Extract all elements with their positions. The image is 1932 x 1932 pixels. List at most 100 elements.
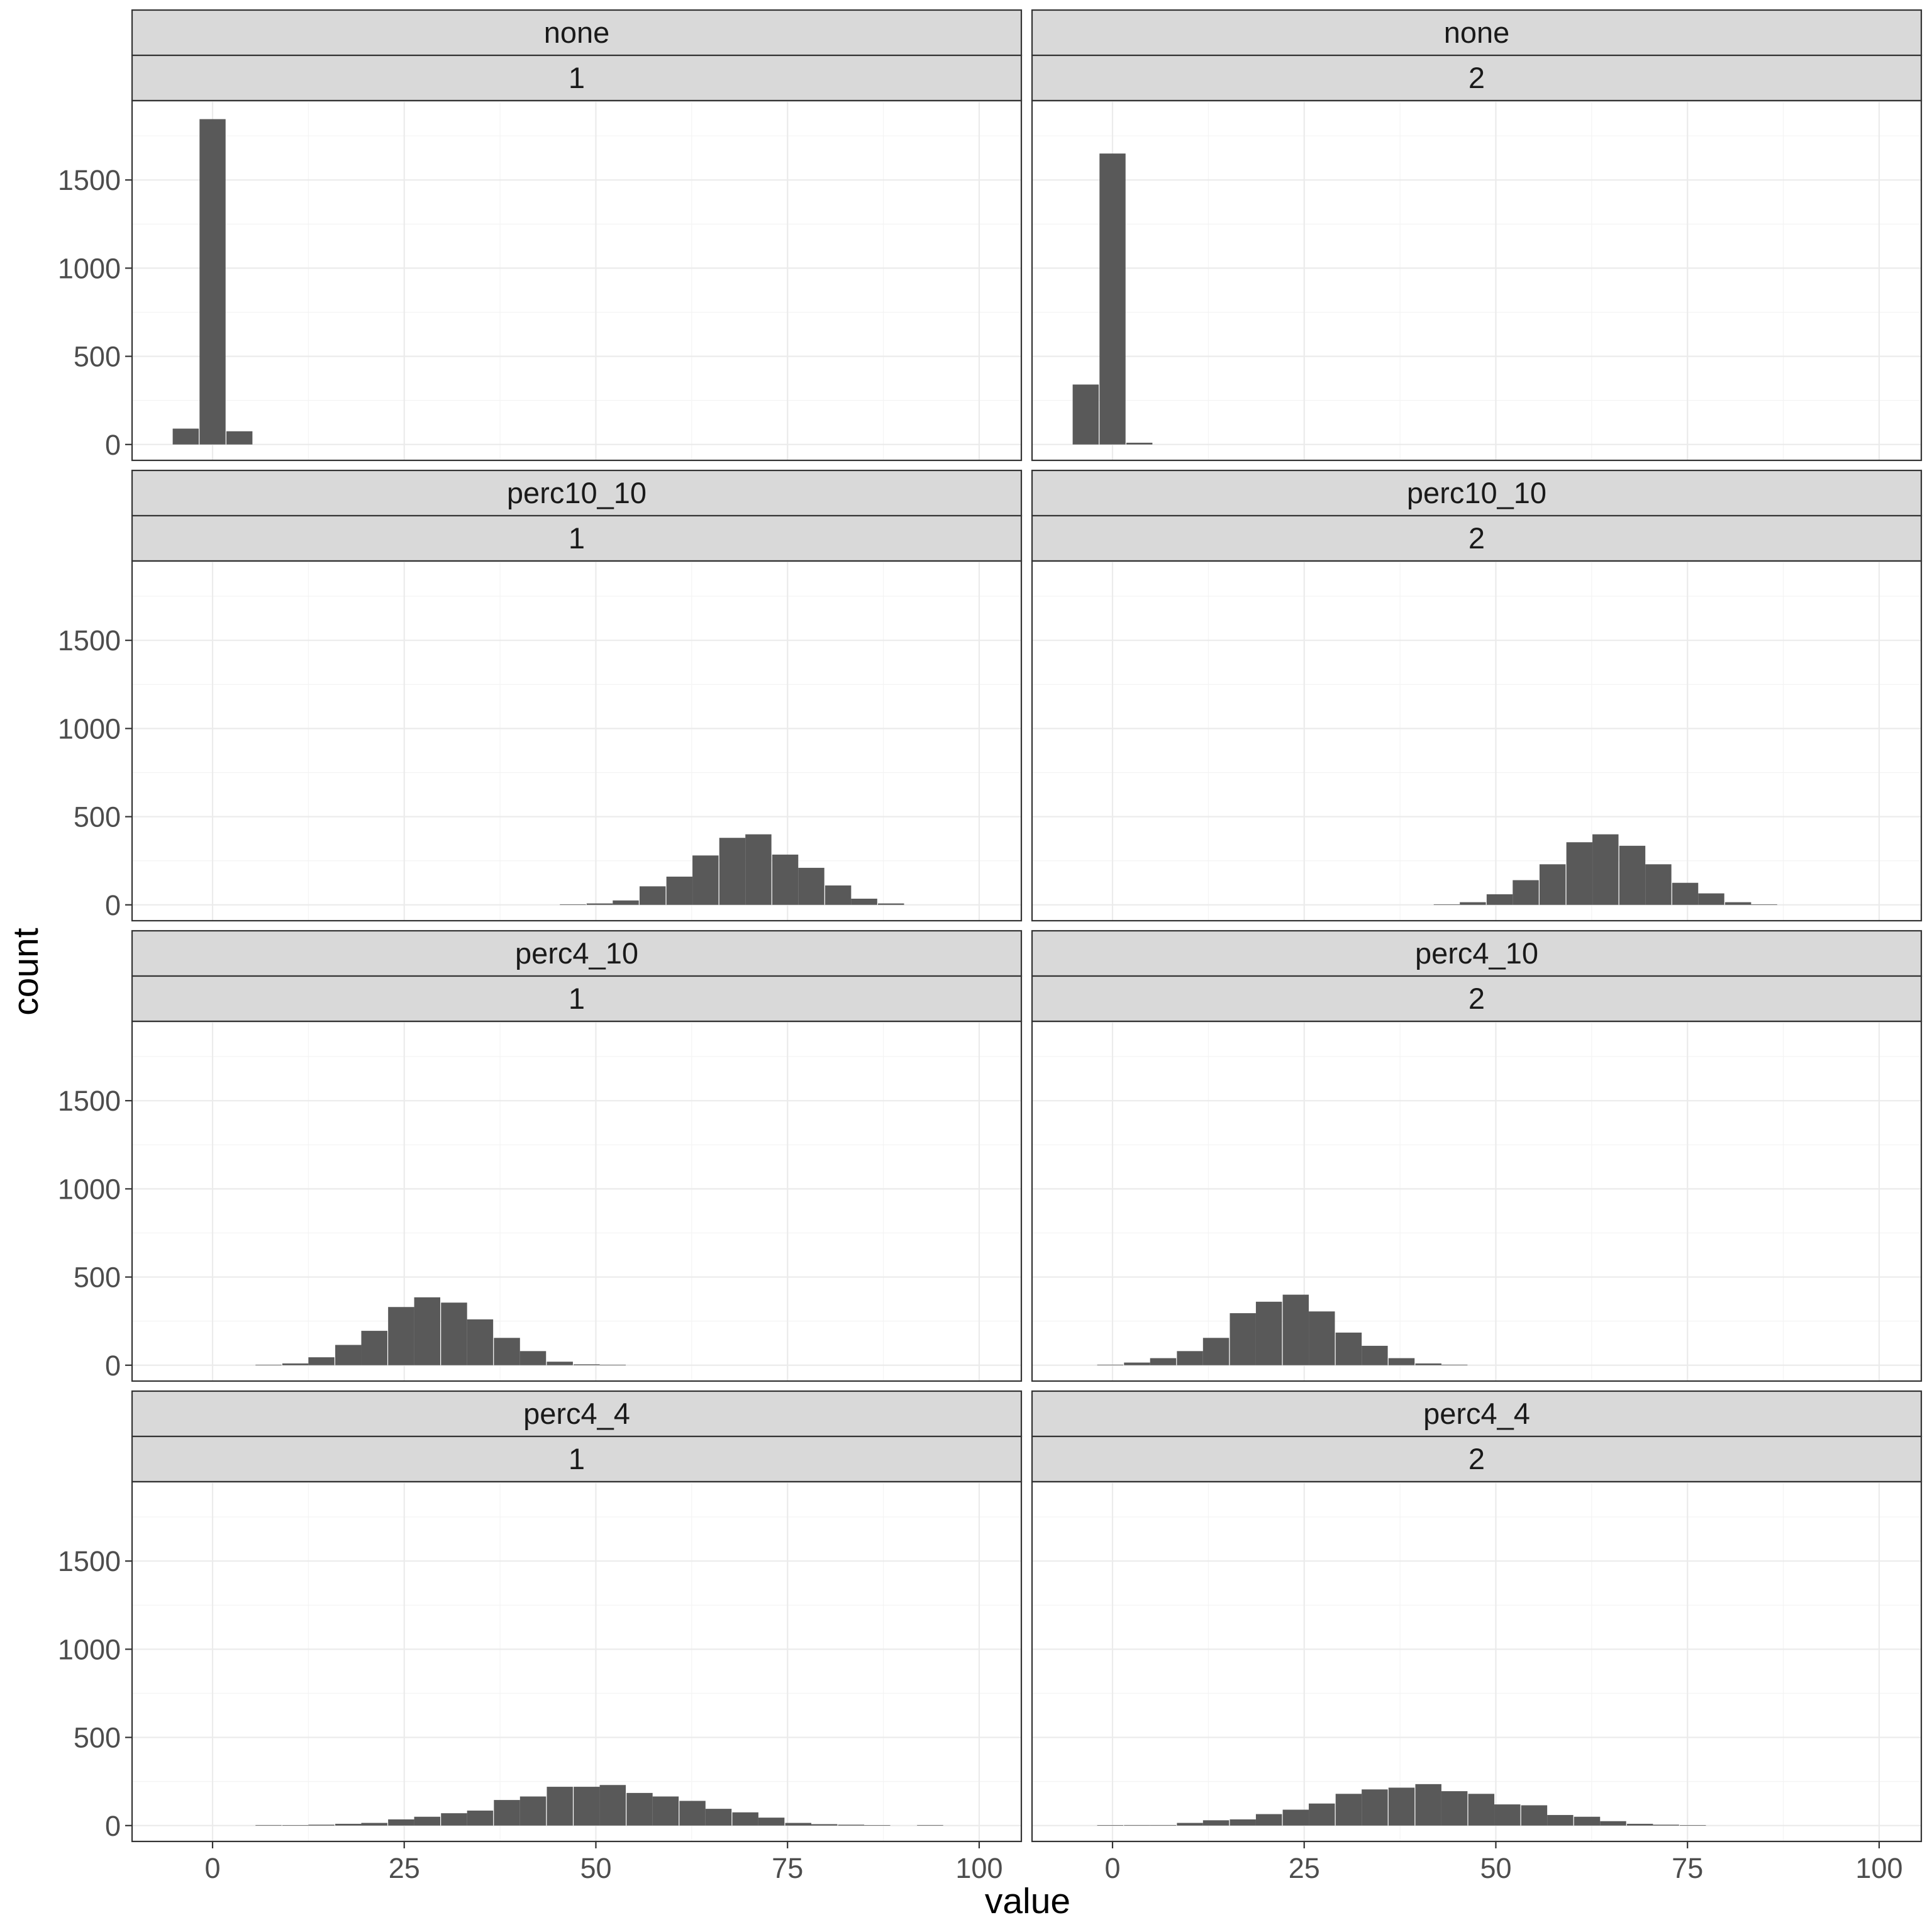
histogram-bar <box>1124 1362 1150 1365</box>
histogram-bar <box>1362 1789 1388 1826</box>
y-tick-label: 500 <box>74 341 121 373</box>
facet-strip-top-label: perc4_4 <box>523 1397 630 1430</box>
histogram-bar <box>679 1801 706 1826</box>
x-tick-label: 25 <box>389 1852 420 1884</box>
histogram-bar <box>1202 1338 1230 1365</box>
histogram-bar <box>388 1819 414 1826</box>
panel-border <box>131 1480 1023 1843</box>
y-tick-label: 500 <box>74 1262 121 1294</box>
x-tick-label: 0 <box>204 1852 220 1884</box>
x-tick-label: 50 <box>1480 1852 1511 1884</box>
histogram-bar <box>1724 902 1752 905</box>
histogram-bar <box>574 1787 600 1826</box>
facet-strip-bottom <box>131 1435 1023 1483</box>
histogram-bar <box>1388 1787 1415 1826</box>
y-tick-label: 1000 <box>58 252 121 284</box>
facet-panel: perc4_10 2 <box>1031 930 1923 1382</box>
y-tick-label: 500 <box>74 1722 121 1754</box>
histogram-bar <box>308 1824 335 1826</box>
histogram-bar <box>851 898 877 905</box>
histogram-bar <box>1150 1358 1177 1365</box>
histogram-bar <box>1486 894 1513 905</box>
histogram-bar <box>335 1345 362 1365</box>
histogram-bar <box>1672 882 1699 905</box>
panels-layer: none1none2perc10_101perc10_102perc4_101p… <box>131 9 1923 1843</box>
facet-strip-bottom <box>131 514 1023 562</box>
histogram-bar <box>1566 842 1593 905</box>
histogram-bar <box>1097 1825 1124 1826</box>
histogram-bar <box>1388 1358 1415 1365</box>
histogram-bar <box>1521 1805 1548 1826</box>
histogram-bar <box>1441 1791 1468 1826</box>
histogram-bar <box>1126 442 1153 445</box>
histogram-bar <box>824 885 852 905</box>
histogram-bar <box>1600 1821 1626 1826</box>
histogram-bar <box>1282 1809 1309 1826</box>
facet-strip-top <box>131 9 1023 57</box>
histogram-bar <box>1309 1803 1335 1826</box>
x-axis-title: value <box>985 1881 1070 1921</box>
histogram-bar <box>494 1800 520 1826</box>
histogram-bar <box>1547 1814 1574 1826</box>
y-tick-label: 1000 <box>58 1173 121 1205</box>
histogram-bar <box>414 1297 441 1365</box>
facet-strip-bottom <box>131 54 1023 102</box>
histogram-bar <box>547 1787 573 1826</box>
histogram-bar <box>1415 1784 1441 1826</box>
panel-border <box>1031 1480 1923 1843</box>
histogram-bar <box>878 903 904 905</box>
histogram-bar <box>1698 893 1724 905</box>
histogram-bar <box>613 900 639 905</box>
histogram-bar <box>441 1302 467 1365</box>
histogram-bar <box>388 1307 414 1365</box>
facet-strip-bottom-label: 1 <box>569 1442 585 1475</box>
y-tick-label: 1500 <box>58 1545 121 1577</box>
facet-strip-top-label: none <box>1444 16 1510 49</box>
y-tick-label: 1000 <box>58 713 121 745</box>
histogram-bar <box>599 1785 626 1826</box>
panel-border <box>1031 99 1923 462</box>
histogram-bar <box>1626 1823 1653 1826</box>
facet-strip-bottom <box>1031 514 1923 562</box>
panel-border <box>1031 1020 1923 1382</box>
y-tick-label: 1500 <box>58 1085 121 1117</box>
facet-strip-bottom-label: 2 <box>1468 521 1485 555</box>
facet-strip-top-label: perc10_10 <box>1407 476 1546 509</box>
histogram-bar <box>1309 1311 1335 1365</box>
y-tick-label: 1500 <box>58 625 121 657</box>
histogram-bar <box>798 867 824 905</box>
facet-strip-top-label: perc4_10 <box>1415 936 1538 970</box>
facet-panel: none 2 <box>1031 9 1923 462</box>
histogram-bar <box>519 1796 547 1826</box>
panel-border <box>1031 560 1923 922</box>
facet-strip-top-label: perc10_10 <box>507 476 647 509</box>
histogram-bar <box>758 1818 785 1826</box>
facet-panel: perc4_4 2 <box>1031 1390 1923 1843</box>
histogram-bar <box>467 1319 494 1365</box>
y-tick-label: 0 <box>105 889 121 921</box>
histogram-bar <box>1255 1301 1282 1365</box>
histogram-bar <box>1230 1313 1256 1365</box>
histogram-bar <box>226 431 253 445</box>
facet-strip-bottom-label: 2 <box>1468 1442 1485 1475</box>
facet-panel: perc10_10 2 <box>1031 469 1923 922</box>
histogram-bar <box>626 1792 653 1826</box>
x-axis: 0 25 50 75 100 0 25 50 75 100 <box>204 1841 1903 1884</box>
histogram-bar <box>1230 1819 1256 1826</box>
histogram-bar <box>838 1824 865 1826</box>
histogram-bar <box>666 876 693 905</box>
histogram-bar <box>1255 1814 1282 1826</box>
histogram-bar <box>467 1810 494 1826</box>
facet-strip-bottom-label: 1 <box>569 61 585 94</box>
y-tick-label: 0 <box>105 429 121 461</box>
histogram-bar <box>282 1363 309 1365</box>
facet-strip-bottom <box>131 975 1023 1023</box>
histogram-bar <box>282 1825 309 1826</box>
facet-strip-bottom-label: 2 <box>1468 61 1485 94</box>
facet-panel: perc10_10 1 <box>131 469 1023 922</box>
y-axis-title: count <box>6 928 46 1016</box>
histogram-bar <box>811 1824 838 1826</box>
x-tick-label: 0 <box>1104 1852 1120 1884</box>
histogram-bar <box>1619 845 1646 905</box>
